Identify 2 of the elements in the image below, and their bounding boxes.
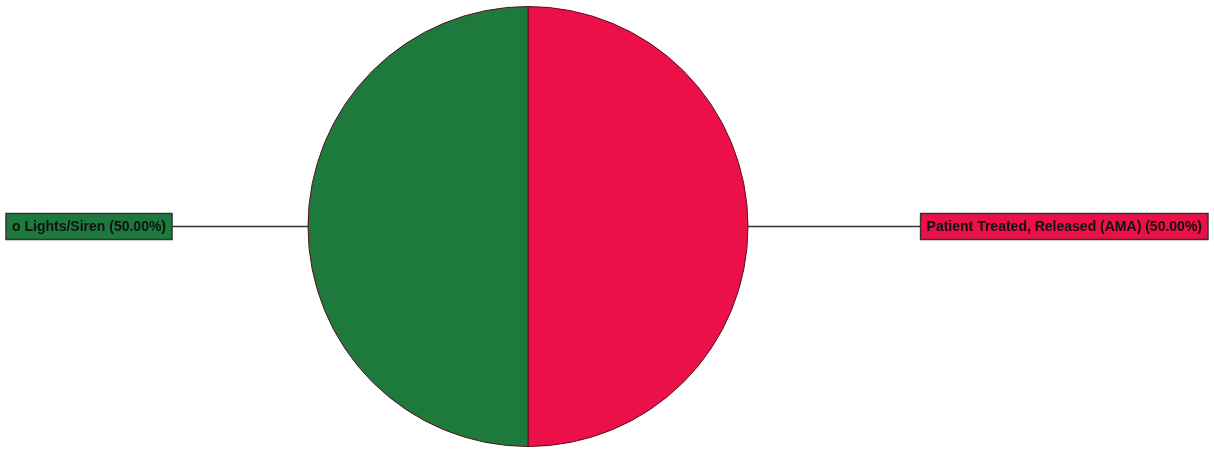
slice-label: o Lights/Siren (50.00%): [12, 218, 167, 235]
slice-label: Patient Treated, Released (AMA) (50.00%): [926, 218, 1202, 235]
